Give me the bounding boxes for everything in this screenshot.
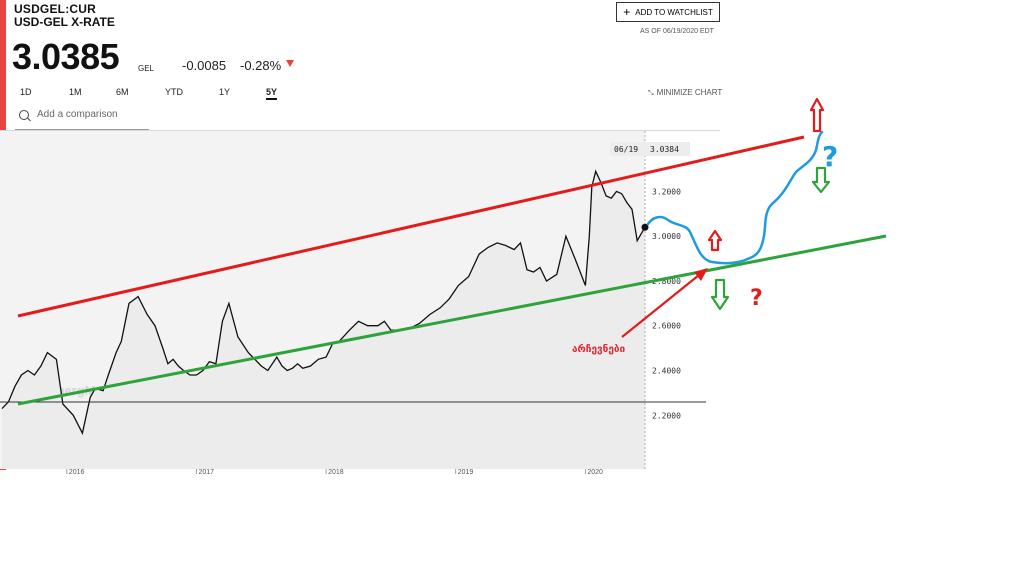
plus-icon: + — [623, 5, 631, 19]
comparison-input[interactable] — [35, 108, 149, 121]
tab-ytd[interactable]: YTD — [165, 87, 183, 97]
resistance-trendline — [17, 135, 805, 318]
minimize-chart-label: MINIMIZE CHART — [656, 88, 723, 97]
minimize-chart-button[interactable]: ⤡ MINIMIZE CHART — [648, 88, 722, 98]
price-change-percent: -0.28% — [240, 58, 282, 73]
search-icon — [19, 110, 29, 120]
y-tick-label: 2.2000 — [652, 411, 681, 420]
tab-1d[interactable]: 1D — [20, 87, 32, 97]
y-tick-label: 2.6000 — [652, 322, 681, 331]
down-arrow-icon — [286, 60, 294, 67]
support-trendline — [17, 234, 887, 406]
y-tick-label: 3.0000 — [652, 232, 681, 241]
tooltip-value: 3.0384 — [650, 145, 679, 154]
up-arrow-icon — [707, 229, 723, 252]
watchlist-label: ADD TO WATCHLIST — [635, 7, 713, 17]
tooltip-date: 06/19 — [614, 145, 638, 154]
tab-1y[interactable]: 1Y — [219, 87, 231, 97]
price-line — [1, 169, 646, 436]
question-mark-red: ? — [750, 286, 763, 311]
y-tick-label: 2.4000 — [652, 367, 681, 376]
instrument-name: USD-GEL X-RATE — [14, 15, 115, 29]
add-to-watchlist-button[interactable]: + ADD TO WATCHLIST — [616, 2, 720, 22]
y-tick-label: 3.2000 — [652, 187, 681, 196]
down-arrow-icon — [811, 166, 831, 194]
question-mark-blue: ? — [822, 140, 838, 173]
y-tick-label: 2.8000 — [652, 277, 681, 286]
current-price: 3.0385 — [12, 36, 120, 77]
header-divider — [0, 130, 720, 131]
tab-5y[interactable]: 5Y — [266, 87, 278, 100]
annotation-label: არჩევნები — [572, 343, 626, 355]
comparison-search — [15, 104, 149, 130]
x-tick-label: 2020 — [587, 469, 603, 476]
last-price-marker — [641, 223, 649, 231]
as-of-timestamp: AS OF 06/19/2020 EDT — [640, 28, 714, 35]
x-tick-label: 2016 — [69, 469, 85, 476]
x-tick-label: 2018 — [328, 469, 344, 476]
price-change: -0.0085 — [182, 58, 227, 73]
x-tick-label: 2019 — [458, 469, 474, 476]
price-area — [2, 171, 645, 470]
y-axis: 3.2000 3.0000 2.8000 2.6000 2.4000 2.2000 — [652, 187, 681, 420]
tooltip-box — [610, 142, 690, 156]
collapse-icon: ⤡ — [648, 90, 654, 97]
x-tick-label: 2017 — [198, 469, 214, 476]
ticker-symbol: USDGEL:CUR — [14, 2, 96, 16]
up-arrow-icon — [809, 97, 825, 133]
tab-1m[interactable]: 1M — [69, 87, 82, 97]
annotation-arrow-icon — [621, 268, 708, 338]
tab-6m[interactable]: 6M — [116, 87, 129, 97]
currency-label: GEL — [138, 64, 155, 73]
projection-curve — [646, 130, 824, 265]
down-arrow-icon — [710, 278, 730, 311]
